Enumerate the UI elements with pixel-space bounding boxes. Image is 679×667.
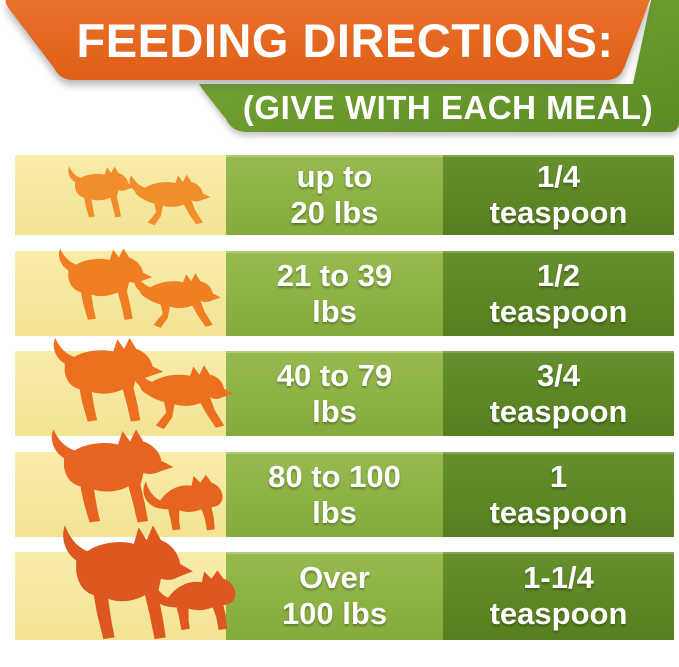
dose-line-1: 1: [549, 458, 568, 494]
dose-cell: 3/4 teaspoon: [443, 351, 674, 436]
table-row: 80 to 100 lbs 1 teaspoon: [15, 429, 676, 537]
small-terrier-icon: [129, 174, 211, 226]
weight-range-cell: up to 20 lbs: [226, 155, 443, 235]
dose-line-2: teaspoon: [489, 596, 628, 631]
dose-line-1: 1/2: [536, 257, 581, 293]
cat-icon: [143, 474, 223, 531]
beagle-dog-icon: [58, 248, 153, 320]
weight-line-1: Over: [299, 560, 370, 596]
weight-range-cell: 80 to 100 lbs: [226, 452, 443, 537]
weight-line-1: up to: [296, 159, 373, 195]
weight-range-cell: Over 100 lbs: [226, 552, 443, 640]
table-row: up to 20 lbs 1/4 teaspoon: [15, 155, 676, 235]
table-row: 40 to 79 lbs 3/4 teaspoon: [15, 338, 676, 436]
weight-line-2: 20 lbs: [290, 195, 379, 230]
table-row: Over 100 lbs 1-1/4 teaspoon: [15, 525, 676, 640]
dose-cell: 1 teaspoon: [443, 452, 674, 537]
weight-line-1: 40 to 79: [276, 357, 393, 393]
dose-line-2: teaspoon: [489, 195, 628, 230]
cat-icon: [149, 570, 236, 631]
header-banner: FEEDING DIRECTIONS: (GIVE WITH EACH MEAL…: [5, 0, 679, 132]
dose-cell: 1/4 teaspoon: [443, 155, 674, 235]
dose-line-2: teaspoon: [489, 494, 628, 530]
schnauzer-dog-icon: [134, 273, 221, 328]
dose-cell: 1-1/4 teaspoon: [443, 552, 674, 640]
page-title: FEEDING DIRECTIONS:: [77, 14, 614, 67]
weight-range-cell: 21 to 39 lbs: [226, 251, 443, 336]
weight-line-1: 80 to 100: [268, 458, 401, 494]
title-ribbon: [5, 0, 650, 80]
dose-line-1: 1/4: [536, 159, 581, 195]
large-dog-icon: [51, 429, 174, 523]
terrier-dog-icon: [133, 365, 234, 430]
dose-line-2: teaspoon: [489, 393, 628, 429]
dose-line-2: teaspoon: [489, 293, 628, 329]
subtitle-ribbon: [199, 0, 679, 132]
dose-line-1: 1-1/4: [523, 560, 594, 596]
table-row: 21 to 39 lbs 1/2 teaspoon: [15, 248, 676, 336]
weight-line-2: lbs: [312, 393, 357, 429]
dose-line-1: 3/4: [536, 357, 581, 393]
weight-line-2: lbs: [312, 494, 357, 530]
medium-dog-icon: [53, 338, 164, 422]
weight-line-2: 100 lbs: [281, 596, 388, 631]
giant-dog-icon: [63, 525, 194, 640]
weight-line-1: 21 to 39: [276, 257, 393, 293]
weight-range-cell: 40 to 79 lbs: [226, 351, 443, 436]
weight-line-2: lbs: [312, 293, 357, 329]
small-dog-icon: [68, 166, 135, 218]
dose-cell: 1/2 teaspoon: [443, 251, 674, 336]
page-subtitle: (GIVE WITH EACH MEAL): [243, 89, 653, 126]
